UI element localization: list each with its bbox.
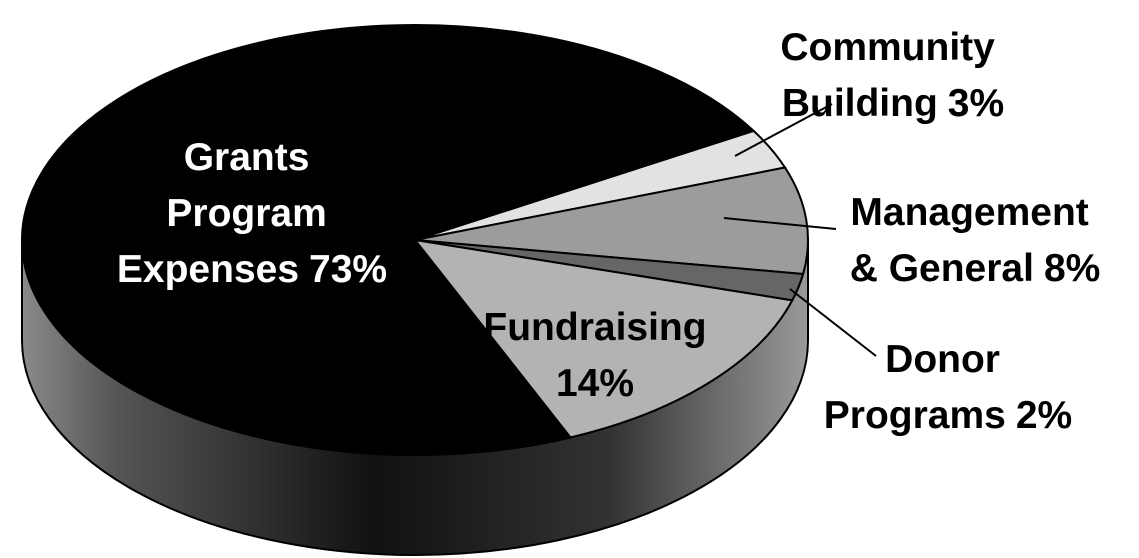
- label-line: Programs: [824, 394, 1006, 437]
- label-line: & General: [850, 247, 1034, 290]
- leader-line: [723, 217, 837, 230]
- category-label: Grants Program Expenses: [117, 136, 338, 291]
- slice: [21, 24, 756, 456]
- value-label: 14%: [556, 362, 634, 405]
- slice-label: Fundraising 14%: [483, 306, 706, 405]
- label-line: Community: [780, 26, 1005, 69]
- slices: [21, 24, 809, 456]
- category-label: Fundraising: [483, 306, 706, 349]
- category-label: Management & General: [850, 191, 1100, 290]
- slice-label: Management & General 8%: [850, 191, 1101, 290]
- label-line: Fundraising: [483, 306, 706, 349]
- label-line: Building: [782, 82, 938, 125]
- slice: [414, 166, 809, 276]
- category-label: Donor Programs: [824, 338, 1011, 437]
- slice: [412, 238, 794, 439]
- category-label: Community Building: [780, 26, 1005, 125]
- leader-lines: [723, 103, 877, 357]
- value-label: 8%: [1044, 247, 1100, 290]
- slice-label: Grants Program Expenses 73%: [117, 136, 387, 291]
- label-line: Grants: [184, 136, 321, 179]
- slice-label: Community Building 3%: [780, 26, 1005, 125]
- leader-line: [734, 103, 833, 157]
- leader-line: [789, 288, 877, 357]
- slice-label: Donor Programs 2%: [824, 338, 1072, 437]
- labels: Community Building 3% Management & General…: [117, 26, 1100, 437]
- label-line: Donor: [885, 338, 1011, 381]
- value-label: 73%: [309, 248, 387, 291]
- label-line: Management: [850, 191, 1099, 234]
- value-label: 3%: [948, 82, 1004, 125]
- label-line: Program: [166, 192, 337, 235]
- label-line: Expenses: [117, 248, 299, 291]
- value-label: 2%: [1016, 394, 1072, 437]
